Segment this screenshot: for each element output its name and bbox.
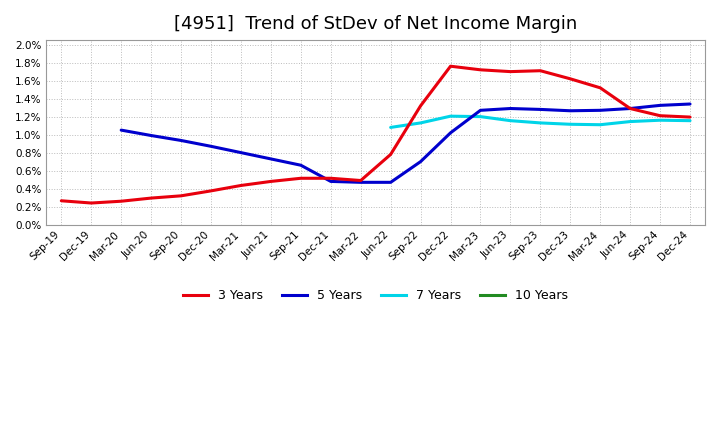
5 Years <box>476 108 485 113</box>
5 Years <box>147 133 156 138</box>
5 Years <box>656 103 665 108</box>
3 Years <box>147 195 156 201</box>
3 Years <box>416 103 425 108</box>
7 Years <box>685 118 694 123</box>
7 Years <box>476 114 485 119</box>
5 Years <box>117 128 125 133</box>
7 Years <box>416 120 425 125</box>
7 Years <box>387 125 395 130</box>
Line: 5 Years: 5 Years <box>121 104 690 182</box>
7 Years <box>536 120 544 125</box>
7 Years <box>446 114 455 119</box>
3 Years <box>446 63 455 69</box>
3 Years <box>266 179 275 184</box>
3 Years <box>356 178 365 183</box>
5 Years <box>177 138 186 143</box>
3 Years <box>685 114 694 120</box>
3 Years <box>476 67 485 73</box>
7 Years <box>506 118 515 123</box>
3 Years <box>326 176 335 181</box>
Title: [4951]  Trend of StDev of Net Income Margin: [4951] Trend of StDev of Net Income Marg… <box>174 15 577 33</box>
7 Years <box>566 121 575 127</box>
5 Years <box>506 106 515 111</box>
5 Years <box>416 159 425 164</box>
3 Years <box>237 183 246 188</box>
5 Years <box>207 144 215 149</box>
3 Years <box>506 69 515 74</box>
5 Years <box>387 180 395 185</box>
7 Years <box>596 122 605 127</box>
7 Years <box>656 117 665 123</box>
5 Years <box>626 106 634 111</box>
3 Years <box>596 85 605 91</box>
3 Years <box>536 68 544 73</box>
5 Years <box>685 101 694 106</box>
3 Years <box>177 193 186 198</box>
3 Years <box>626 106 634 111</box>
5 Years <box>356 180 365 185</box>
3 Years <box>387 152 395 157</box>
Legend: 3 Years, 5 Years, 7 Years, 10 Years: 3 Years, 5 Years, 7 Years, 10 Years <box>179 284 573 307</box>
3 Years <box>566 76 575 81</box>
7 Years <box>626 119 634 124</box>
5 Years <box>596 108 605 113</box>
3 Years <box>117 198 125 204</box>
Line: 7 Years: 7 Years <box>391 116 690 128</box>
3 Years <box>207 188 215 194</box>
5 Years <box>297 163 305 168</box>
5 Years <box>446 130 455 136</box>
5 Years <box>566 108 575 114</box>
5 Years <box>326 179 335 184</box>
5 Years <box>237 150 246 155</box>
3 Years <box>57 198 66 203</box>
5 Years <box>536 107 544 112</box>
3 Years <box>656 113 665 118</box>
Line: 3 Years: 3 Years <box>61 66 690 203</box>
3 Years <box>87 200 96 205</box>
3 Years <box>297 176 305 181</box>
5 Years <box>266 156 275 161</box>
